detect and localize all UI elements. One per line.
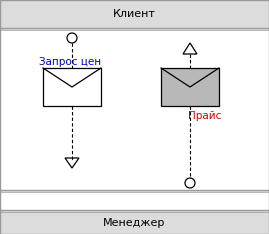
Bar <box>0 192 269 210</box>
Text: Прайс: Прайс <box>188 111 221 121</box>
Bar <box>43 68 101 106</box>
Text: Клиент: Клиент <box>113 9 156 19</box>
Bar <box>0 30 269 190</box>
Bar <box>0 212 269 234</box>
Bar <box>0 0 269 28</box>
Text: Запрос цен: Запрос цен <box>39 57 101 67</box>
Bar <box>161 68 219 106</box>
Text: Менеджер: Менеджер <box>103 218 166 228</box>
